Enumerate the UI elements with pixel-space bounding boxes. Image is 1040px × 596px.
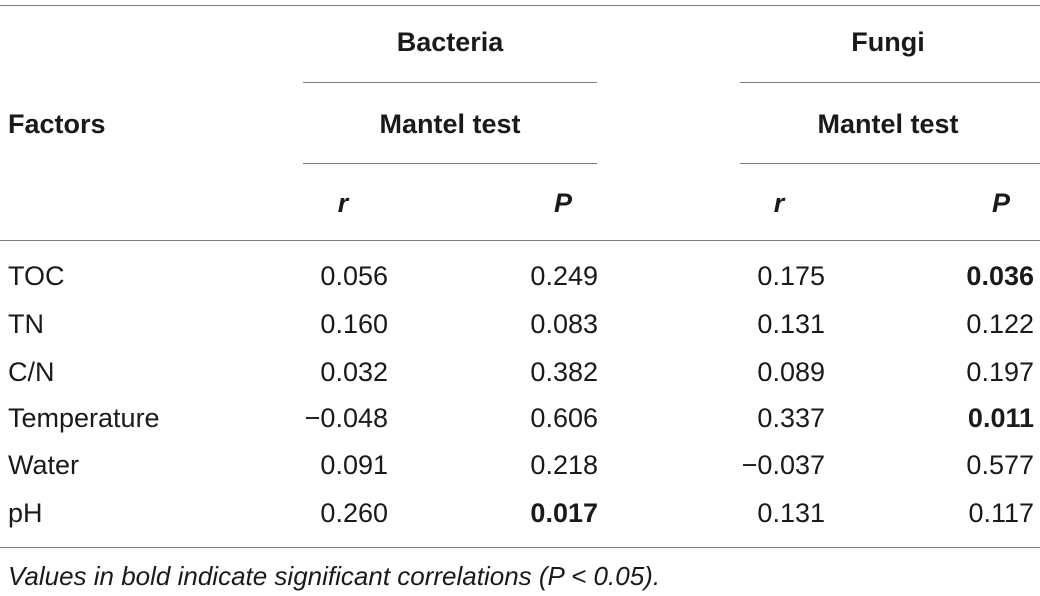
factor-cell: Temperature [8,403,160,433]
bacteria-r-cell: 0.160 [320,309,388,339]
fungi-p-cell: 0.036 [966,261,1034,291]
table-bottom-rule [0,547,1040,548]
bacteria-p-cell: 0.083 [530,309,598,339]
fungi-r-cell: 0.131 [757,309,825,339]
fungi-header: Fungi [851,27,925,57]
header-bottom-rule [0,240,1040,241]
fungi-group-rule-1 [740,82,1040,83]
fungi-p-cell: 0.577 [966,450,1034,480]
top-rule [0,5,1040,6]
fungi-r-cell: 0.175 [757,261,825,291]
fungi-r-cell: 0.131 [757,498,825,528]
bacteria-p-header: P [553,188,572,218]
bacteria-header: Bacteria [396,27,504,57]
fungi-r-cell: −0.037 [741,450,825,480]
fungi-p-cell: 0.117 [968,498,1034,528]
bacteria-r-cell: −0.048 [304,403,388,433]
factor-cell: pH [8,498,43,528]
fungi-p-cell: 0.011 [967,403,1034,433]
fungi-r-cell: 0.337 [757,403,825,433]
bacteria-p-cell: 0.017 [530,498,598,528]
factor-cell: TOC [8,261,65,291]
bacteria-p-cell: 0.382 [530,357,598,387]
bacteria-group-rule-1 [303,82,597,83]
factor-cell: TN [8,309,44,339]
bacteria-p-cell: 0.218 [530,450,598,480]
fungi-p-cell: 0.197 [966,357,1034,387]
factor-cell: Water [8,450,80,480]
fungi-p-cell: 0.122 [966,309,1034,339]
bacteria-p-cell: 0.606 [530,403,598,433]
bacteria-r-header: r [337,188,349,218]
table-footnote: Values in bold indicate significant corr… [8,561,661,591]
fungi-mantel-header: Mantel test [817,109,959,139]
fungi-group-rule-2 [740,163,1040,164]
bacteria-group-rule-2 [303,163,597,164]
bacteria-mantel-header: Mantel test [379,109,521,139]
fungi-r-header: r [773,188,785,218]
bacteria-r-cell: 0.091 [320,450,388,480]
factor-cell: C/N [8,357,55,387]
fungi-p-header: P [991,188,1010,218]
bacteria-r-cell: 0.056 [320,261,388,291]
bacteria-r-cell: 0.260 [320,498,388,528]
bacteria-p-cell: 0.249 [530,261,598,291]
fungi-r-cell: 0.089 [757,357,825,387]
factors-header: Factors [8,109,106,139]
bacteria-r-cell: 0.032 [320,357,388,387]
